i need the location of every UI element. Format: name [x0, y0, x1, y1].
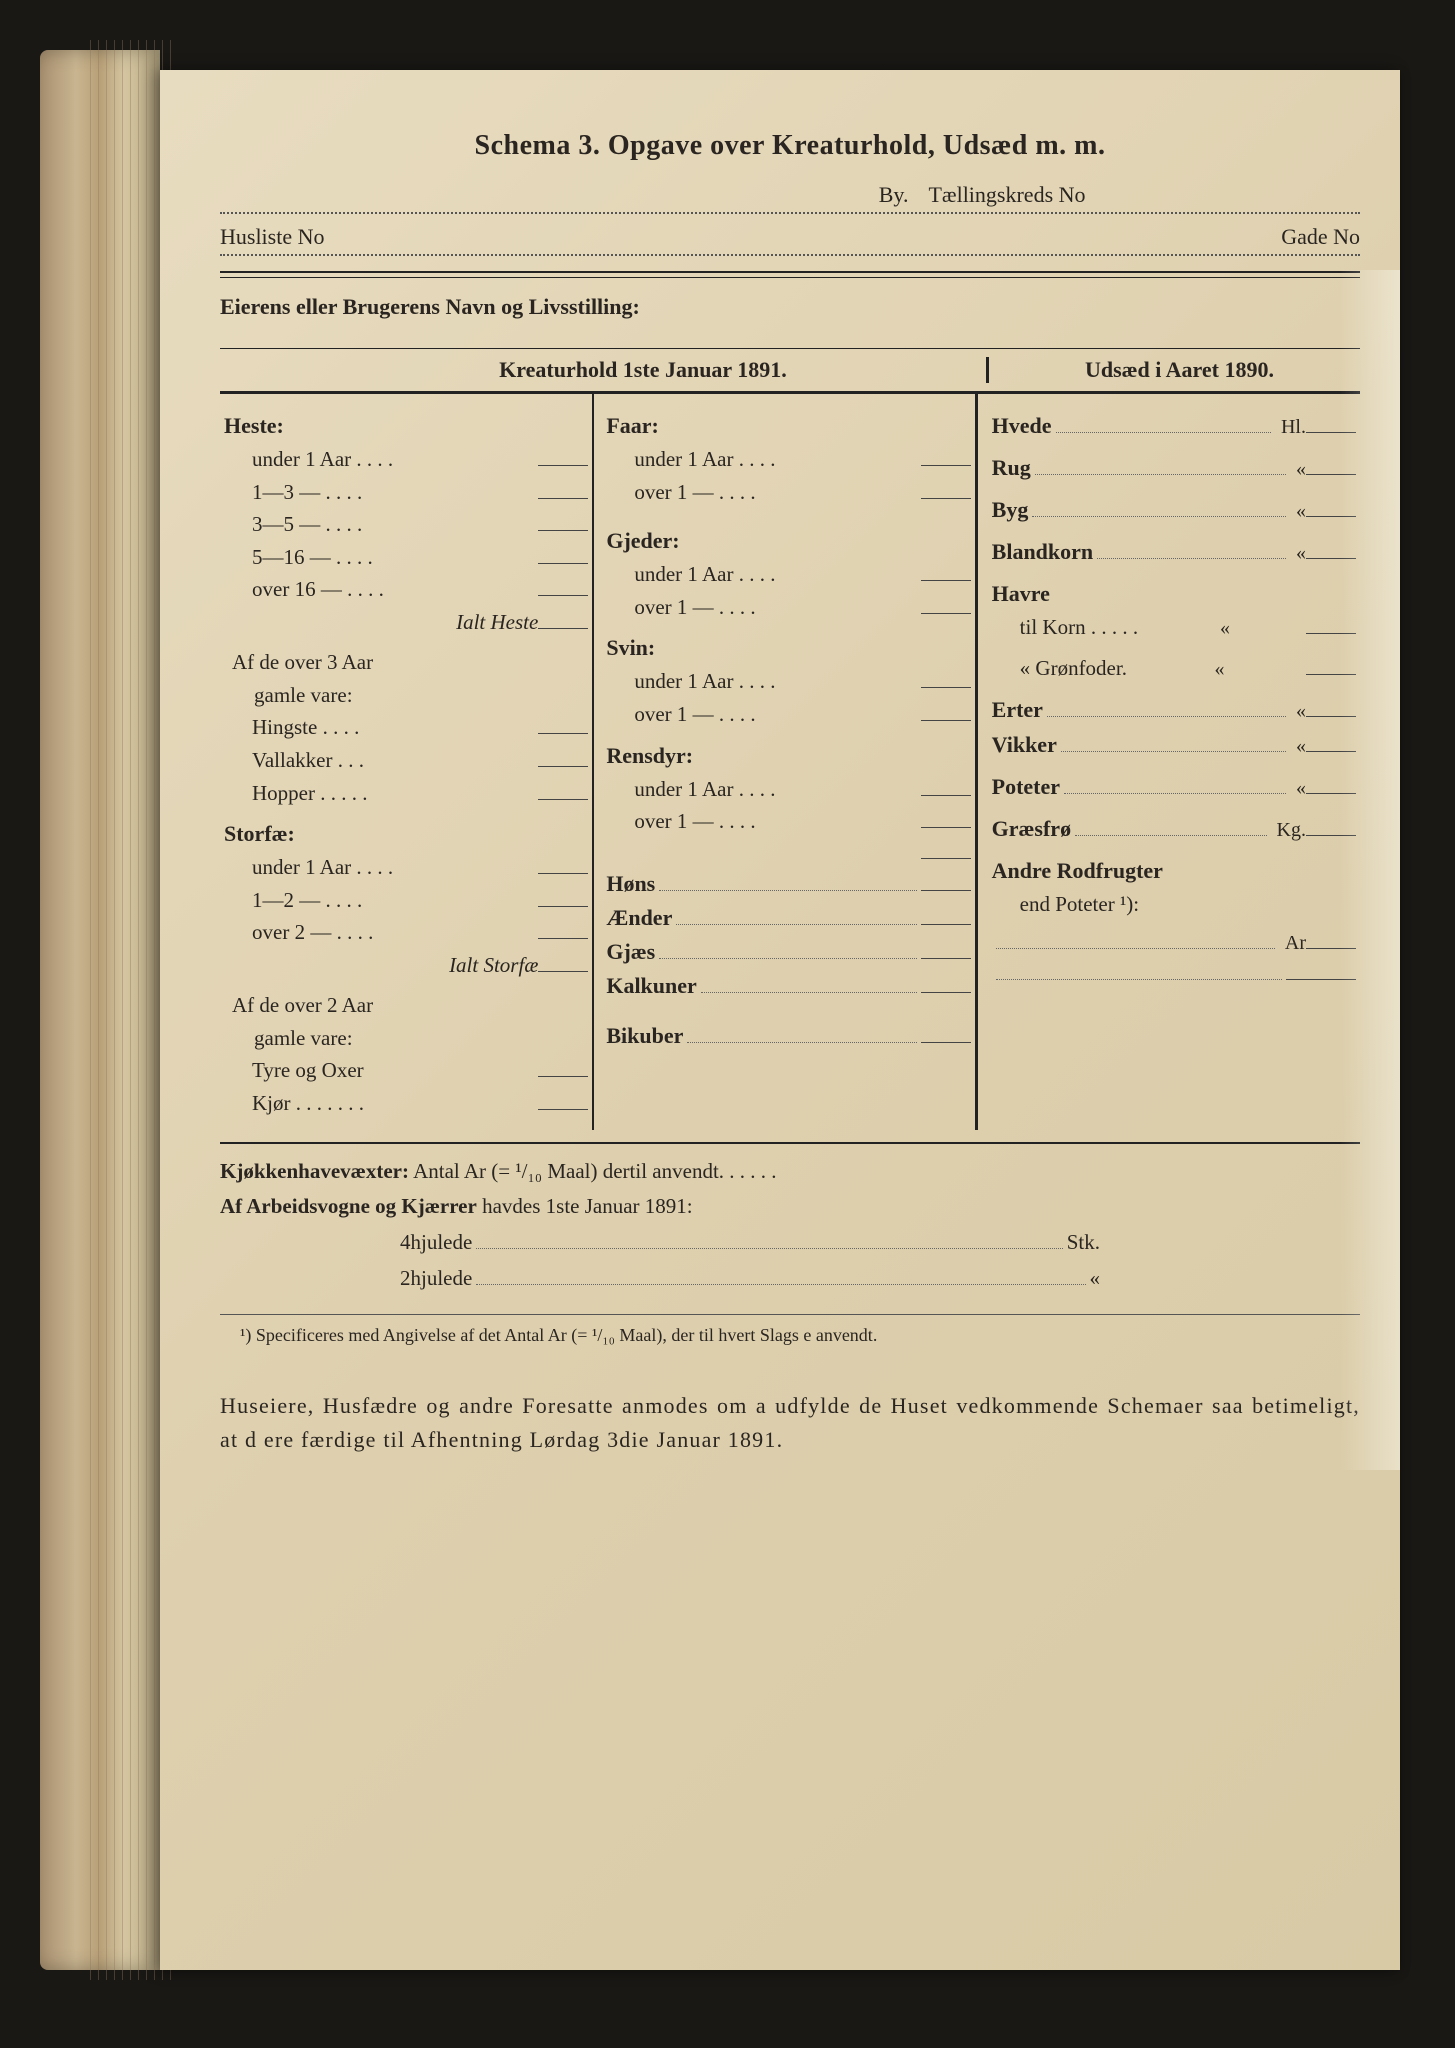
bottom-section: Kjøkkenhavevæxter: Antal Ar (= ¹/₁₀ Maal…: [220, 1142, 1360, 1297]
gamle-vare-2: gamle vare:: [224, 1022, 588, 1055]
kjor: Kjør . . . . . . .: [224, 1087, 588, 1120]
rensdyr-head: Rensdyr:: [606, 739, 970, 773]
section-headers: Kreaturhold 1ste Januar 1891. Udsæd i Aa…: [220, 349, 1360, 391]
storfae-o2: over 2 — . . . .: [224, 916, 588, 949]
heste-o16: over 16 — . . . .: [224, 573, 588, 606]
hons: Høns: [606, 867, 970, 901]
column-heste-storfae: Heste: under 1 Aar . . . . 1—3 — . . . .…: [220, 394, 592, 1130]
gjeder-u1: under 1 Aar . . . .: [606, 558, 970, 591]
rensdyr-u1: under 1 Aar . . . .: [606, 773, 970, 806]
rug: Rug«: [992, 451, 1356, 485]
svin-o1: over 1 — . . . .: [606, 698, 970, 731]
footnote: ¹) Specificeres med Angivelse af det Ant…: [220, 1314, 1360, 1348]
section-left: Kreaturhold 1ste Januar 1891.: [220, 357, 986, 383]
ialt-storfae: Ialt Storfæ: [224, 949, 588, 982]
svin-u1: under 1 Aar . . . .: [606, 665, 970, 698]
husliste-label: Husliste No: [220, 224, 325, 250]
gamle-vare: gamle vare:: [224, 679, 588, 712]
til-korn: til Korn . . . . .«: [992, 611, 1356, 644]
byg: Byg«: [992, 493, 1356, 527]
gade-label: Gade No: [1281, 224, 1360, 250]
storfae-u1: under 1 Aar . . . .: [224, 851, 588, 884]
schema-title: Schema 3. Opgave over Kreaturhold, Udsæd…: [220, 130, 1360, 162]
erter: Erter«: [992, 693, 1356, 727]
vikker: Vikker«: [992, 728, 1356, 762]
storfae-head: Storfæ:: [224, 817, 588, 851]
ar-line-2: [992, 959, 1356, 984]
tyre: Tyre og Oxer: [224, 1054, 588, 1087]
rensdyr-total: [606, 838, 970, 859]
column-faar-etc: Faar: under 1 Aar . . . . over 1 — . . .…: [592, 394, 974, 1130]
gronfoder: « Grønfoder.«: [992, 652, 1356, 685]
af-over-3: Af de over 3 Aar: [224, 646, 588, 679]
section-right: Udsæd i Aaret 1890.: [986, 357, 1360, 383]
faar-u1: under 1 Aar . . . .: [606, 443, 970, 476]
poteter: Poteter«: [992, 770, 1356, 804]
hjul4: 4hjuledeStk.: [220, 1225, 1100, 1261]
hvede: HvedeHl.: [992, 409, 1356, 443]
faar-o1: over 1 — . . . .: [606, 476, 970, 509]
gjeder-o1: over 1 — . . . .: [606, 591, 970, 624]
heste-3-5: 3—5 — . . . .: [224, 508, 588, 541]
column-udsaed: HvedeHl. Rug« Byg« Blandkorn« Havre til …: [975, 394, 1360, 1130]
document-page: Schema 3. Opgave over Kreaturhold, Udsæd…: [160, 70, 1400, 1970]
hingste: Hingste . . . .: [224, 711, 588, 744]
kjokken-line: Kjøkkenhavevæxter: Antal Ar (= ¹/₁₀ Maal…: [220, 1154, 1360, 1190]
header-row-2: Husliste No Gade No: [220, 224, 1360, 256]
end-poteter: end Poteter ¹):: [992, 888, 1356, 921]
kreds-label: Tællingskreds No: [928, 182, 1085, 208]
ar-line-1: Ar: [992, 928, 1356, 959]
svin-head: Svin:: [606, 631, 970, 665]
ialt-heste: Ialt Heste: [224, 606, 588, 639]
heste-1-3: 1—3 — . . . .: [224, 476, 588, 509]
heste-head: Heste:: [224, 409, 588, 443]
gjaes: Gjæs: [606, 935, 970, 969]
af-over-2: Af de over 2 Aar: [224, 989, 588, 1022]
main-table: Heste: under 1 Aar . . . . 1—3 — . . . .…: [220, 394, 1360, 1130]
bikuber: Bikuber: [606, 1019, 970, 1053]
header-row-1: By. Tællingskreds No: [220, 182, 1360, 214]
storfae-1-2: 1—2 — . . . .: [224, 884, 588, 917]
andre-head: Andre Rodfrugter: [992, 854, 1356, 888]
arbeid-line: Af Arbeidsvogne og Kjærrer havdes 1ste J…: [220, 1189, 1360, 1225]
bottom-instructions: Huseiere, Husfædre og andre Foresatte an…: [220, 1389, 1360, 1457]
owner-label: Eierens eller Brugerens Navn og Livsstil…: [220, 286, 1360, 349]
hjul2: 2hjulede«: [220, 1261, 1100, 1297]
heste-5-16: 5—16 — . . . .: [224, 541, 588, 574]
hopper: Hopper . . . . .: [224, 777, 588, 810]
gjeder-head: Gjeder:: [606, 524, 970, 558]
blandkorn: Blandkorn«: [992, 535, 1356, 569]
vallakker: Vallakker . . .: [224, 744, 588, 777]
graesfro: GræsfrøKg.: [992, 812, 1356, 846]
heste-u1: under 1 Aar . . . .: [224, 443, 588, 476]
rule: [220, 271, 1360, 278]
by-label: By.: [879, 182, 909, 208]
faar-head: Faar:: [606, 409, 970, 443]
aender: Ænder: [606, 901, 970, 935]
havre-head: Havre: [992, 577, 1356, 611]
kalkuner: Kalkuner: [606, 969, 970, 1003]
rensdyr-o1: over 1 — . . . .: [606, 805, 970, 838]
